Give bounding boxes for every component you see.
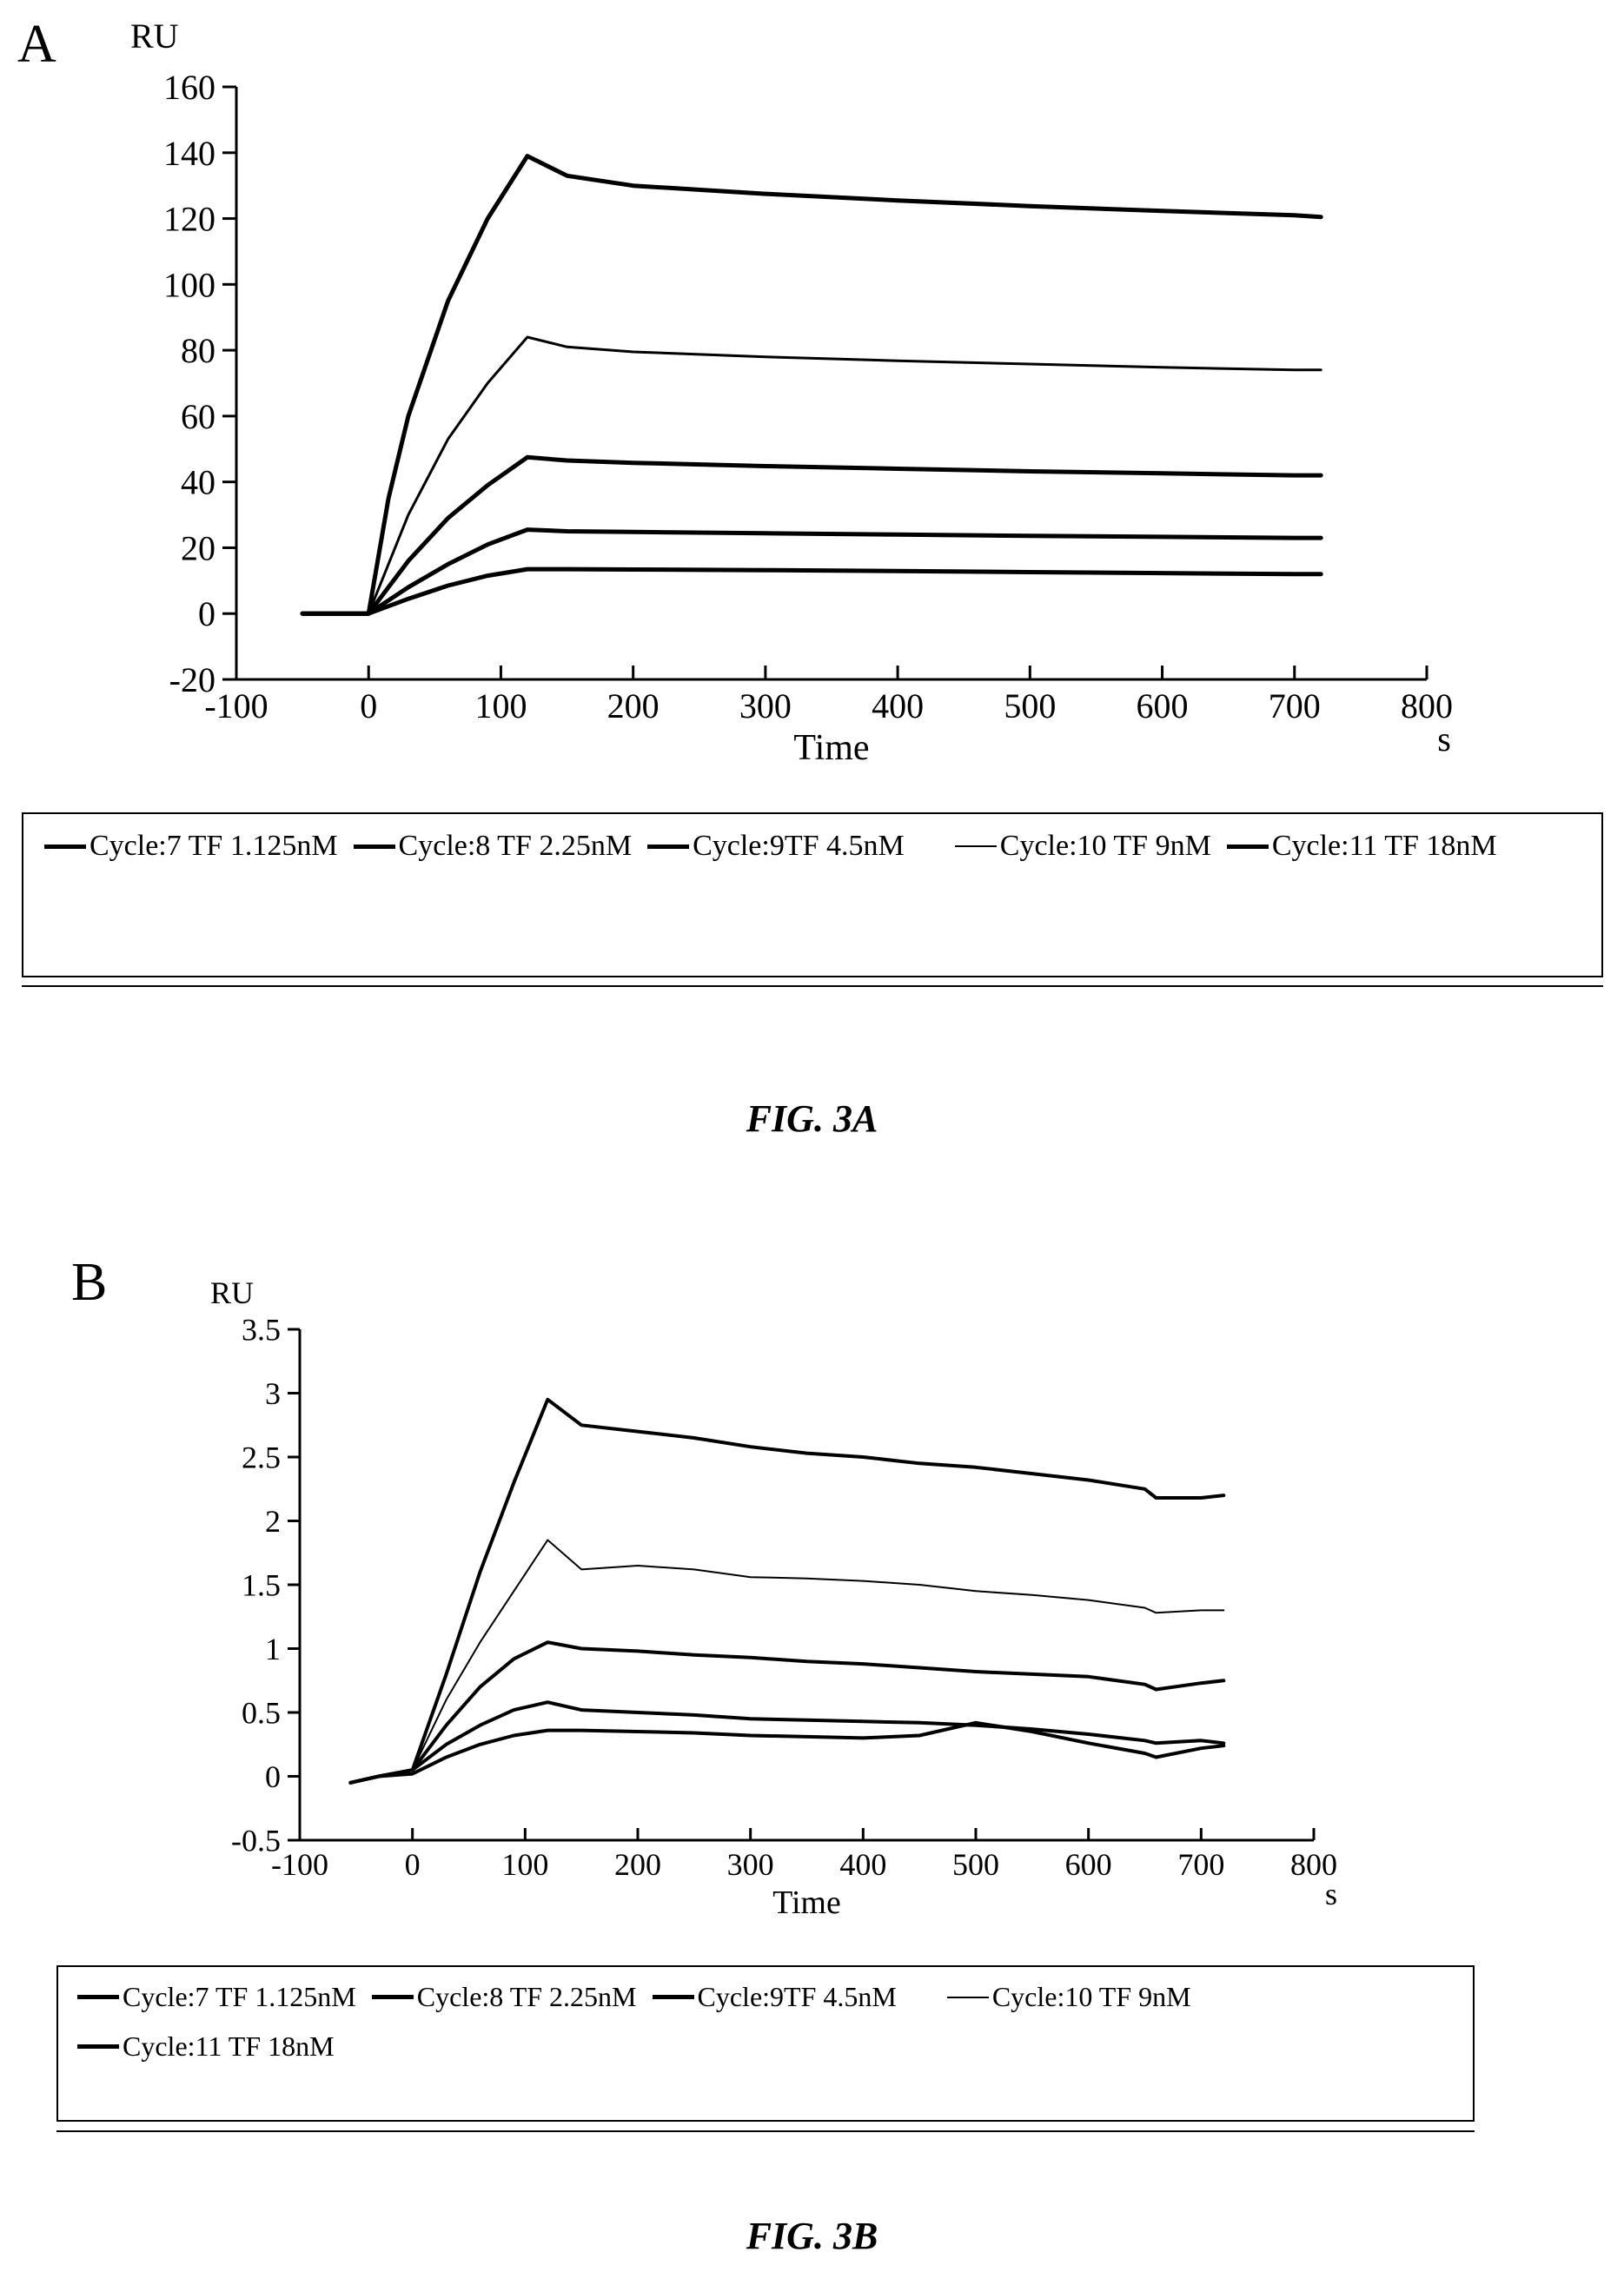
- legend-swatch: [954, 845, 997, 847]
- y-tick-label: 1.5: [242, 1568, 281, 1603]
- x-tick-label: 100: [501, 1847, 548, 1882]
- x-tick-label: 0: [405, 1847, 421, 1882]
- y-tick-label: -0.5: [231, 1824, 281, 1858]
- x-axis-label: Time: [793, 728, 869, 768]
- legend-swatch: [652, 1995, 694, 1999]
- legend-swatch: [44, 844, 86, 849]
- sensorgram-chart-a: -20 0 20 40 60 80 100 120 140 160 -100 0 100 200 300 40…: [130, 17, 1453, 768]
- legend-swatch: [647, 844, 690, 849]
- x-axis-unit: s: [1325, 1877, 1337, 1911]
- legend-swatch: [946, 1996, 989, 1998]
- x-tick-label: 400: [872, 686, 924, 725]
- series-line-1: [348, 1720, 1226, 1785]
- y-tick-label: 60: [181, 397, 215, 436]
- y-tick-label: 2.5: [242, 1441, 281, 1475]
- y-tick-label: 3.5: [242, 1313, 281, 1348]
- legend-rule-b: [56, 2130, 1475, 2132]
- legend-entry-cycle8: Cycle:8 TF 2.25nM: [353, 830, 633, 863]
- series-line-1: [300, 566, 1323, 616]
- legend-entry-cycle10: Cycle:10 TF 9nM: [954, 830, 1211, 863]
- legend-b: Cycle:7 TF 1.125nM Cycle:8 TF 2.25nM Cyc…: [56, 1965, 1475, 2122]
- y-tick-label: 160: [163, 68, 215, 107]
- x-tick-label: 700: [1177, 1847, 1224, 1882]
- panel-letter-b: B: [71, 1253, 108, 1312]
- x-tick-label: 800: [1401, 686, 1453, 725]
- x-tick-label: 700: [1269, 686, 1321, 725]
- x-tick-label: 200: [607, 686, 660, 725]
- legend-entry-cycle11: Cycle:11 TF 18nM: [1226, 830, 1497, 863]
- y-tick-label: 80: [181, 331, 215, 370]
- legend-label: Cycle:7 TF 1.125nM: [89, 830, 338, 862]
- legend-entry-cycle10: Cycle:10 TF 9nM: [946, 1981, 1191, 2013]
- panel-letter-a: A: [17, 15, 56, 74]
- legend-label: Cycle:10 TF 9nM: [999, 830, 1211, 862]
- figure-caption-a: FIG. 3A: [746, 1097, 878, 1140]
- legend-label: Cycle:11 TF 18nM: [1271, 830, 1497, 862]
- y-tick-label: 0.5: [242, 1696, 281, 1731]
- x-tick-label: 100: [474, 686, 527, 725]
- legend-swatch: [77, 2044, 119, 2049]
- legend-a: Cycle:7 TF 1.125nM Cycle:8 TF 2.25nM Cyc…: [22, 812, 1603, 977]
- series-line-3: [300, 454, 1323, 616]
- y-tick-label: 2: [265, 1504, 281, 1539]
- x-tick-label: 300: [727, 1847, 774, 1882]
- legend-entry-cycle9: Cycle:9TF 4.5nM: [652, 1981, 897, 2013]
- y-axis-label: RU: [210, 1275, 254, 1310]
- x-tick-label: 800: [1290, 1847, 1337, 1882]
- y-tick-label: 1: [265, 1632, 281, 1666]
- x-tick-label: 500: [952, 1847, 999, 1882]
- x-tick-label: -100: [271, 1847, 328, 1882]
- legend-label: Cycle:10 TF 9nM: [991, 1981, 1191, 2012]
- legend-entry-cycle7: Cycle:7 TF 1.125nM: [77, 1981, 356, 2013]
- x-tick-label: 0: [360, 686, 377, 725]
- legend-swatch: [1226, 844, 1269, 849]
- legend-swatch: [353, 844, 395, 849]
- y-tick-label: 140: [163, 134, 215, 173]
- y-tick-label: 40: [181, 463, 215, 502]
- y-tick-label: 100: [163, 265, 215, 304]
- legend-entry-cycle9: Cycle:9TF 4.5nM: [647, 830, 905, 863]
- y-tick-label: 3: [265, 1376, 281, 1411]
- y-tick-label: -20: [169, 660, 215, 699]
- y-tick-label: 20: [181, 528, 215, 567]
- series-line-5: [348, 1397, 1226, 1785]
- legend-swatch: [371, 1995, 414, 1999]
- series-line-5: [300, 154, 1323, 616]
- y-tick-label: 120: [163, 200, 215, 239]
- y-tick-label: 0: [265, 1759, 281, 1794]
- series-line-2: [348, 1700, 1226, 1785]
- series-line-2: [300, 527, 1323, 616]
- legend-label: Cycle:11 TF 18nM: [123, 2030, 335, 2062]
- x-tick-label: 600: [1137, 686, 1189, 725]
- sensorgram-chart-b: -0.5 0 0.5 1 1.5 2 2.5 3 3.5 -100 0 100 200 300 400 500…: [210, 1275, 1337, 1921]
- y-tick-label: 0: [198, 594, 215, 633]
- legend-entry-cycle7: Cycle:7 TF 1.125nM: [44, 830, 338, 863]
- x-tick-label: 500: [1004, 686, 1056, 725]
- legend-swatch: [77, 1995, 119, 1999]
- legend-entry-cycle11: Cycle:11 TF 18nM: [77, 2030, 335, 2063]
- legend-label: Cycle:9TF 4.5nM: [693, 830, 905, 862]
- legend-label: Cycle:8 TF 2.25nM: [416, 1981, 637, 2012]
- legend-label: Cycle:7 TF 1.125nM: [123, 1981, 356, 2012]
- x-tick-label: -100: [204, 686, 268, 725]
- x-tick-label: 200: [614, 1847, 661, 1882]
- legend-label: Cycle:8 TF 2.25nM: [398, 830, 633, 862]
- series-line-3: [348, 1640, 1226, 1785]
- y-axis-label: RU: [130, 17, 179, 56]
- legend-entry-cycle8: Cycle:8 TF 2.25nM: [371, 1981, 637, 2013]
- legend-label: Cycle:9TF 4.5nM: [697, 1981, 897, 2012]
- x-tick-label: 600: [1065, 1847, 1112, 1882]
- series-line-4: [301, 335, 1322, 615]
- x-axis-label: Time: [772, 1885, 840, 1921]
- legend-rule-a: [22, 985, 1603, 987]
- x-tick-label: 300: [739, 686, 792, 725]
- series-line-4: [349, 1539, 1225, 1784]
- x-tick-label: 400: [839, 1847, 886, 1882]
- x-axis-unit: s: [1437, 719, 1451, 758]
- figure-caption-b: FIG. 3B: [746, 2215, 878, 2257]
